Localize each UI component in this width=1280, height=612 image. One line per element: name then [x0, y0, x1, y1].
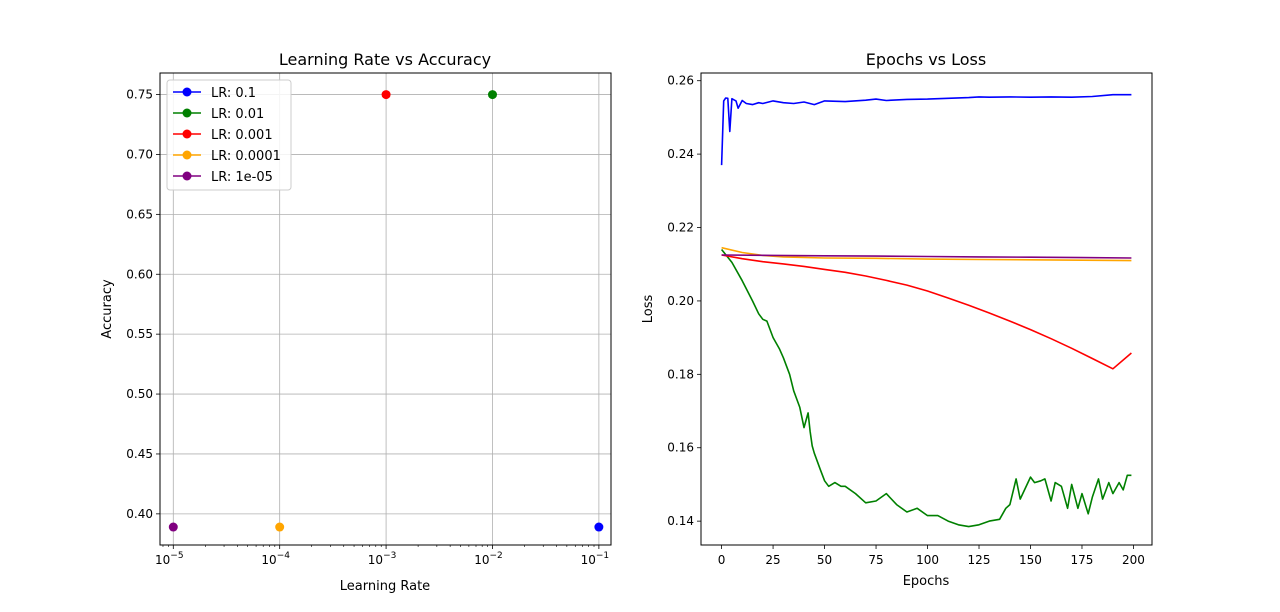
legend-label: LR: 0.001 [211, 128, 273, 143]
legend-marker [182, 87, 192, 97]
x-tick-label: 0 [718, 553, 726, 567]
x-tick-label: 50 [817, 553, 832, 567]
y-tick-label: 0.24 [667, 147, 694, 161]
accuracy-point [381, 90, 391, 100]
loss-series-line [721, 246, 1132, 262]
accuracy-points [168, 90, 604, 532]
legend-box [166, 79, 292, 191]
x-tick-label: 75 [868, 553, 883, 567]
x-tick-label: 100 [916, 553, 939, 567]
accuracy-ticks: 10−5 10−4 10−3 10−2 10−1 0.40 0.45 0.50 0.55 0.60… [126, 88, 609, 567]
loss-lines [720, 93, 1132, 528]
legend-marker [182, 171, 192, 181]
y-tick-label: 0.40 [126, 507, 153, 521]
y-tick-label: 0.16 [667, 441, 694, 455]
y-tick-label: 0.18 [667, 367, 694, 381]
x-tick-label: 10−4 [261, 551, 290, 567]
accuracy-plot-frame [159, 72, 612, 546]
x-tick-label: 200 [1122, 553, 1145, 567]
loss-series-line [721, 254, 1132, 370]
loss-chart-title: Epochs vs Loss [866, 50, 986, 69]
accuracy-chart-title: Learning Rate vs Accuracy [279, 50, 491, 69]
loss-plot-frame [700, 72, 1153, 546]
x-tick-label: 10−3 [368, 551, 397, 567]
x-tick-label: 10−1 [581, 551, 610, 567]
x-tick-label: 10−5 [155, 551, 184, 567]
accuracy-point [168, 522, 178, 532]
loss-series-line [720, 93, 1132, 166]
legend-label: LR: 0.0001 [211, 149, 281, 164]
accuracy-subplot: Learning Rate vs Accuracy 10−5 10−4 10−3 10… [100, 50, 612, 594]
y-tick-label: 0.75 [126, 88, 153, 102]
legend-label: LR: 0.01 [211, 107, 264, 122]
loss-subplot: Epochs vs Loss 0 25 50 75 100 125 150 175 200 0.1… [641, 50, 1153, 589]
accuracy-ylabel: Accuracy [100, 279, 115, 339]
y-tick-label: 0.60 [126, 267, 153, 281]
x-tick-label: 150 [1019, 553, 1042, 567]
accuracy-point [487, 90, 497, 100]
y-tick-label: 0.26 [667, 74, 694, 88]
y-tick-label: 0.65 [126, 207, 153, 221]
y-tick-label: 0.45 [126, 447, 153, 461]
accuracy-legend: LR: 0.1 LR: 0.01 LR: 0.001 LR: 0.0001 LR: 1e… [166, 79, 292, 191]
y-tick-label: 0.70 [126, 147, 153, 161]
x-tick-label: 125 [968, 553, 991, 567]
accuracy-point [594, 522, 604, 532]
accuracy-point [275, 522, 285, 532]
y-tick-label: 0.22 [667, 221, 694, 235]
x-tick-label: 25 [765, 553, 780, 567]
x-tick-label: 10−2 [474, 551, 503, 567]
loss-xlabel: Epochs [903, 574, 950, 589]
loss-ylabel: Loss [641, 295, 656, 324]
legend-marker [182, 129, 192, 139]
accuracy-xlabel: Learning Rate [340, 579, 430, 594]
legend-label: LR: 0.1 [211, 86, 256, 101]
legend-marker [182, 108, 192, 118]
y-tick-label: 0.20 [667, 294, 694, 308]
loss-ticks: 0 25 50 75 100 125 150 175 200 0.14 0.16 0.18 0.20 0.… [667, 74, 1145, 567]
x-tick-label: 175 [1071, 553, 1094, 567]
legend-label: LR: 1e-05 [211, 170, 273, 185]
legend-marker [182, 150, 192, 160]
loss-series-line [721, 254, 1132, 259]
y-tick-label: 0.55 [126, 327, 153, 341]
y-tick-label: 0.50 [126, 387, 153, 401]
loss-series-line [720, 249, 1132, 528]
y-tick-label: 0.14 [667, 514, 694, 528]
